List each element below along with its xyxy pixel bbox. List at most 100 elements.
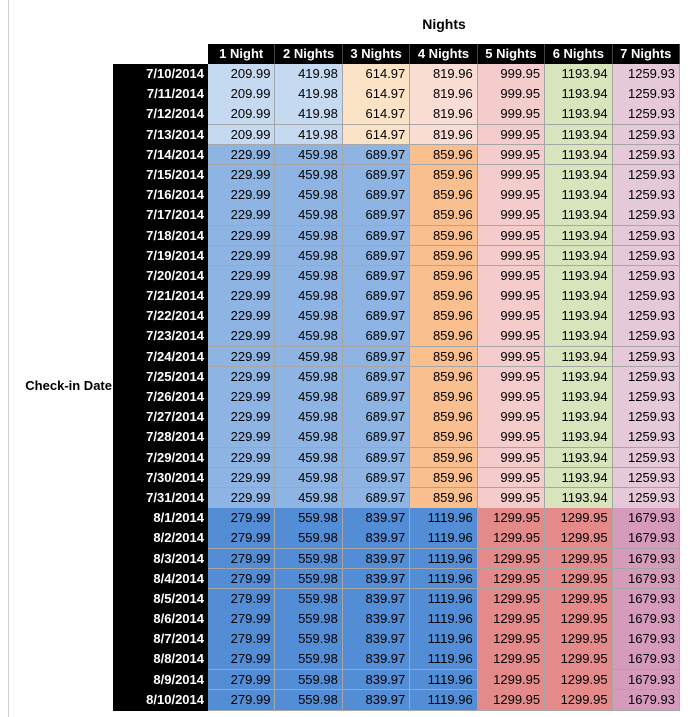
price-cell: 459.98 <box>275 387 343 408</box>
price-cell: 279.99 <box>208 689 276 711</box>
price-cell: 839.97 <box>342 669 411 691</box>
price-cell: 229.99 <box>208 245 276 267</box>
price-cell: 209.99 <box>208 64 276 85</box>
price-cell: 859.96 <box>410 144 478 166</box>
price-cell: 1679.93 <box>612 568 680 590</box>
row-date: 7/14/2014 <box>113 144 208 166</box>
price-cell: 1299.95 <box>545 609 613 630</box>
price-cell: 839.97 <box>342 689 411 711</box>
price-cell: 1259.93 <box>612 64 680 85</box>
price-cell: 999.95 <box>477 104 546 126</box>
price-cell: 999.95 <box>477 366 546 388</box>
price-cell: 229.99 <box>208 407 276 428</box>
price-cell: 559.98 <box>275 568 343 590</box>
price-cell: 1259.93 <box>612 205 680 226</box>
row-date: 7/21/2014 <box>113 286 208 307</box>
price-cell: 1259.93 <box>612 265 680 287</box>
price-cell: 859.96 <box>410 205 478 226</box>
price-cell: 229.99 <box>208 205 276 226</box>
price-cell: 1119.96 <box>410 508 478 529</box>
price-cell: 229.99 <box>208 286 276 307</box>
row-date: 7/22/2014 <box>113 306 208 327</box>
price-cell: 459.98 <box>275 467 343 489</box>
price-cell: 1193.94 <box>545 366 613 388</box>
price-cell: 999.95 <box>477 387 546 408</box>
price-cell: 999.95 <box>477 144 546 166</box>
price-cell: 229.99 <box>208 366 276 388</box>
price-cell: 689.97 <box>342 387 411 408</box>
price-cell: 999.95 <box>477 467 546 489</box>
price-cell: 459.98 <box>275 326 343 348</box>
price-cell: 459.98 <box>275 245 343 267</box>
price-cell: 689.97 <box>342 407 411 428</box>
price-cell: 279.99 <box>208 588 276 610</box>
price-cell: 209.99 <box>208 124 276 146</box>
price-cell: 559.98 <box>275 508 343 529</box>
price-cell: 999.95 <box>477 407 546 428</box>
price-cell: 999.95 <box>477 306 546 327</box>
price-cell: 689.97 <box>342 366 411 388</box>
price-cell: 1193.94 <box>545 144 613 166</box>
row-date: 7/29/2014 <box>113 447 208 469</box>
price-cell: 1679.93 <box>612 649 680 671</box>
price-cell: 999.95 <box>477 205 546 226</box>
price-cell: 1193.94 <box>545 64 613 85</box>
price-cell: 229.99 <box>208 467 276 489</box>
row-date: 7/31/2014 <box>113 487 208 509</box>
price-cell: 229.99 <box>208 144 276 166</box>
price-cell: 999.95 <box>477 84 546 105</box>
price-cell: 559.98 <box>275 689 343 711</box>
row-date: 7/28/2014 <box>113 427 208 449</box>
row-date: 8/7/2014 <box>113 629 208 650</box>
price-cell: 1679.93 <box>612 609 680 630</box>
price-cell: 859.96 <box>410 407 478 428</box>
price-cell: 1193.94 <box>545 265 613 287</box>
price-cell: 1259.93 <box>612 185 680 206</box>
price-cell: 1299.95 <box>477 568 546 590</box>
price-cell: 1193.94 <box>545 104 613 126</box>
price-cell: 999.95 <box>477 245 546 267</box>
price-cell: 859.96 <box>410 164 478 186</box>
price-cell: 1259.93 <box>612 427 680 449</box>
price-cell: 1119.96 <box>410 609 478 630</box>
price-cell: 459.98 <box>275 346 343 368</box>
price-cell: 1259.93 <box>612 286 680 307</box>
price-cell: 1299.95 <box>545 629 613 650</box>
price-cell: 839.97 <box>342 588 411 610</box>
price-cell: 229.99 <box>208 225 276 247</box>
price-cell: 689.97 <box>342 144 411 166</box>
price-cell: 1259.93 <box>612 346 680 368</box>
row-date: 8/1/2014 <box>113 508 208 529</box>
price-cell: 859.96 <box>410 225 478 247</box>
price-cell: 459.98 <box>275 427 343 449</box>
price-cell: 1299.95 <box>545 588 613 610</box>
price-cell: 229.99 <box>208 265 276 287</box>
price-cell: 459.98 <box>275 407 343 428</box>
row-date: 7/17/2014 <box>113 205 208 226</box>
price-cell: 1119.96 <box>410 548 478 570</box>
price-cell: 1119.96 <box>410 669 478 691</box>
price-cell: 1679.93 <box>612 588 680 610</box>
price-cell: 689.97 <box>342 245 411 267</box>
price-cell: 559.98 <box>275 629 343 650</box>
price-cell: 229.99 <box>208 427 276 449</box>
price-cell: 459.98 <box>275 144 343 166</box>
price-cell: 279.99 <box>208 629 276 650</box>
price-cell: 1259.93 <box>612 144 680 166</box>
price-cell: 1299.95 <box>477 629 546 650</box>
price-cell: 1119.96 <box>410 588 478 610</box>
price-cell: 614.97 <box>342 104 411 126</box>
row-date: 7/10/2014 <box>113 64 208 85</box>
price-cell: 1299.95 <box>545 508 613 529</box>
price-cell: 1259.93 <box>612 326 680 348</box>
price-cell: 1299.95 <box>545 669 613 691</box>
price-cell: 1193.94 <box>545 447 613 469</box>
price-cell: 229.99 <box>208 326 276 348</box>
row-date: 7/16/2014 <box>113 185 208 206</box>
price-cell: 1193.94 <box>545 326 613 348</box>
price-cell: 279.99 <box>208 528 276 549</box>
price-cell: 999.95 <box>477 185 546 206</box>
row-date: 7/25/2014 <box>113 366 208 388</box>
price-cell: 1299.95 <box>477 528 546 549</box>
